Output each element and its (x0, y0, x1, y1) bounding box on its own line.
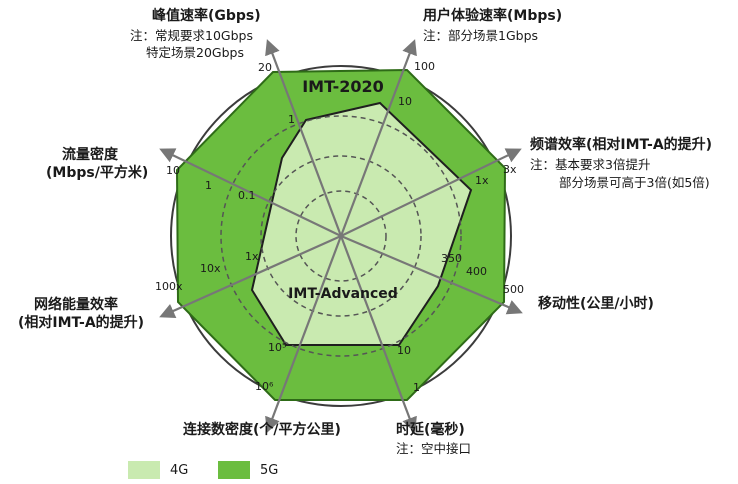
energy-4g-value: 10x (200, 262, 221, 275)
user-note-1: 注：部分场景1Gbps (423, 28, 539, 43)
legend-4g: 4G (128, 460, 188, 480)
axis-spectrum (340, 148, 522, 237)
axis-density (265, 235, 343, 433)
spectrum-5g-value: 3x (503, 163, 517, 176)
traffic-5g-value: 10 (166, 164, 180, 177)
latency-4g-value: 10 (397, 344, 411, 357)
title-5g: IMT-2020 (302, 77, 384, 96)
latency-5g-value: 1 (413, 381, 420, 394)
user-4g-value: 10 (398, 95, 412, 108)
axis-latency (339, 235, 417, 433)
mobility-mid-value: 400 (466, 265, 487, 278)
axis-traffic (159, 148, 342, 237)
density-title: 连接数密度(个/平方公里) (183, 422, 341, 438)
energy-inner-value: 1x (245, 250, 259, 263)
traffic-4g-value: 1 (205, 179, 212, 192)
latency-title: 时延(毫秒) (396, 422, 465, 438)
legend-5g: 5G (218, 460, 278, 480)
mobility-4g-value: 350 (441, 252, 462, 265)
latency-note-1: 注：空中接口 (396, 441, 472, 456)
spectrum-title: 频谱效率(相对IMT-A的提升) (530, 137, 713, 153)
energy-5g-value: 100x (155, 280, 183, 293)
dashed-ring-2 (260, 155, 422, 317)
density-4g-value: 10⁵ (268, 341, 286, 354)
traffic-title-1: 流量密度 (62, 147, 118, 163)
energy-title-2: (相对IMT-A的提升) (18, 315, 145, 331)
axis-peak (265, 39, 343, 237)
peak-4g-value: 1 (288, 113, 295, 126)
peak-5g-value: 20 (258, 61, 272, 74)
peak-note-1: 注：常规要求10Gbps (130, 28, 253, 43)
outer-ring (170, 65, 512, 407)
mobility-title: 移动性(公里/小时) (538, 296, 654, 312)
axis-energy (159, 234, 342, 319)
peak-note-2: 特定场景20Gbps (146, 45, 244, 60)
spectrum-note-1: 注：基本要求3倍提升 (530, 157, 651, 172)
spectrum-note-2: 部分场景可高于3倍(如5倍) (559, 175, 710, 190)
energy-title-1: 网络能量效率 (34, 297, 118, 313)
mobility-5g-value: 500 (503, 283, 524, 296)
user-5g-value: 100 (414, 60, 435, 73)
traffic-title-2: (Mbps/平方米) (46, 165, 149, 181)
legend-4g-label: 4G (170, 462, 189, 478)
title-4g: IMT-Advanced (288, 286, 398, 302)
axis-mobility (340, 234, 523, 315)
axis-user (339, 39, 417, 237)
density-5g-value: 10⁶ (255, 380, 274, 393)
dashed-ring-3 (295, 190, 387, 282)
legend-4g-swatch (128, 461, 160, 479)
legend-5g-label: 5G (260, 462, 279, 478)
traffic-inner-value: 0.1 (238, 189, 256, 202)
spectrum-4g-value: 1x (475, 174, 489, 187)
user-title: 用户体验速率(Mbps) (423, 8, 563, 24)
peak-title: 峰值速率(Gbps) (152, 8, 261, 24)
legend-5g-swatch (218, 461, 250, 479)
dashed-ring-1 (220, 115, 462, 357)
